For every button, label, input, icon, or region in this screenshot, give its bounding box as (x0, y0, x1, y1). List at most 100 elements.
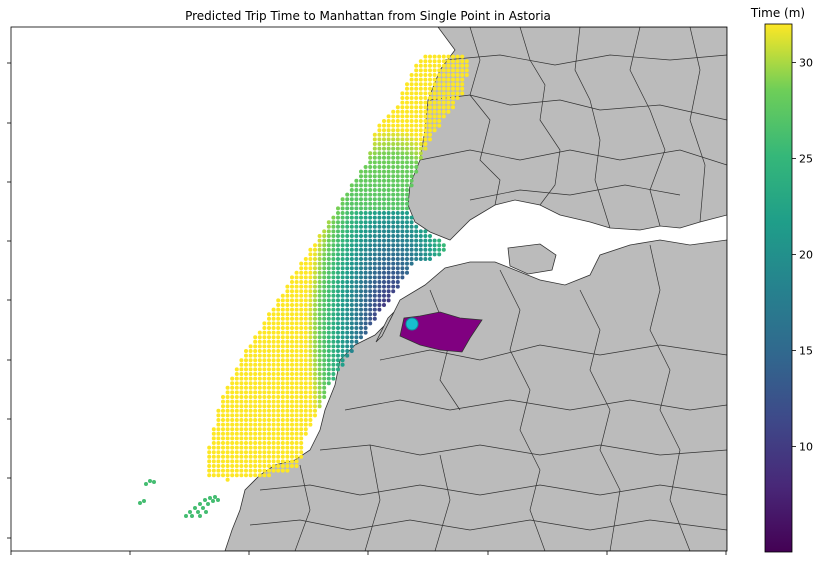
prediction-point (294, 413, 299, 418)
prediction-point (230, 404, 235, 409)
prediction-point (290, 399, 294, 404)
prediction-point (409, 252, 414, 257)
prediction-point (432, 96, 437, 100)
prediction-point (382, 165, 386, 169)
prediction-point (336, 261, 340, 266)
prediction-point (317, 312, 322, 317)
prediction-point (354, 261, 359, 266)
prediction-point (345, 238, 350, 243)
prediction-point (368, 197, 373, 202)
prediction-point (340, 206, 345, 211)
prediction-point (414, 238, 419, 243)
prediction-point (294, 464, 299, 468)
prediction-point (257, 454, 262, 459)
prediction-point (349, 252, 354, 257)
prediction-point (409, 261, 414, 266)
prediction-point (271, 307, 276, 312)
prediction-point (225, 395, 230, 399)
prediction-point (345, 284, 350, 289)
prediction-point (326, 234, 331, 238)
prediction-point (423, 54, 428, 59)
prediction-point (391, 289, 396, 294)
prediction-point (414, 243, 419, 248)
prediction-point (234, 404, 239, 409)
prediction-point (464, 63, 469, 68)
prediction-point (336, 220, 340, 225)
prediction-point (230, 431, 235, 436)
prediction-point (382, 174, 386, 179)
prediction-point (285, 312, 290, 317)
prediction-point (253, 344, 258, 349)
prediction-point (340, 234, 345, 238)
prediction-point (331, 326, 336, 330)
prediction-point (409, 165, 414, 169)
prediction-point (280, 293, 285, 298)
prediction-point (294, 418, 299, 422)
prediction-point (395, 238, 400, 243)
prediction-point (336, 206, 340, 211)
prediction-point (354, 224, 359, 229)
prediction-point (382, 183, 386, 188)
prediction-point (409, 215, 414, 220)
prediction-point (345, 220, 350, 225)
prediction-point (257, 330, 262, 335)
prediction-point (225, 408, 230, 413)
prediction-point (303, 335, 308, 340)
prediction-point (326, 335, 331, 340)
prediction-point (290, 335, 294, 340)
prediction-point (262, 349, 267, 353)
prediction-point (400, 192, 405, 197)
prediction-point (345, 224, 350, 229)
prediction-point (276, 404, 281, 409)
prediction-point (267, 464, 271, 468)
prediction-point (257, 441, 262, 445)
prediction-point (414, 151, 419, 156)
prediction-point (244, 353, 248, 358)
prediction-point (253, 367, 258, 372)
prediction-point (290, 385, 294, 390)
prediction-point (409, 247, 414, 252)
prediction-point (349, 326, 354, 330)
prediction-point (405, 151, 409, 156)
prediction-point (363, 298, 368, 303)
prediction-point (294, 408, 299, 413)
prediction-point (326, 220, 331, 225)
prediction-point (391, 178, 396, 183)
prediction-point (290, 353, 294, 358)
prediction-point (267, 330, 271, 335)
prediction-point (271, 408, 276, 413)
prediction-point (400, 234, 405, 238)
prediction-point (299, 390, 304, 395)
prediction-point (280, 431, 285, 436)
prediction-point (363, 257, 368, 261)
prediction-point (400, 183, 405, 188)
prediction-point (285, 431, 290, 436)
prediction-point (317, 252, 322, 257)
prediction-point (317, 316, 322, 321)
prediction-point (423, 257, 428, 261)
prediction-point (290, 362, 294, 367)
prediction-point (230, 450, 235, 455)
prediction-point (391, 165, 396, 169)
prediction-point (308, 275, 313, 280)
prediction-point (308, 339, 313, 344)
prediction-point (276, 427, 281, 432)
prediction-point (294, 367, 299, 372)
prediction-point (280, 404, 285, 409)
prediction-point (313, 376, 317, 381)
prediction-point (409, 123, 414, 128)
prediction-point (225, 477, 230, 482)
prediction-point (451, 59, 455, 64)
prediction-point (372, 142, 377, 146)
prediction-point (290, 464, 294, 468)
prediction-point (225, 427, 230, 432)
prediction-point (336, 321, 340, 326)
prediction-point (382, 132, 386, 137)
prediction-point (368, 165, 373, 169)
prediction-point (253, 459, 258, 464)
prediction-point (257, 353, 262, 358)
prediction-point (418, 137, 423, 142)
prediction-point (372, 261, 377, 266)
prediction-point (257, 344, 262, 349)
prediction-point (294, 344, 299, 349)
